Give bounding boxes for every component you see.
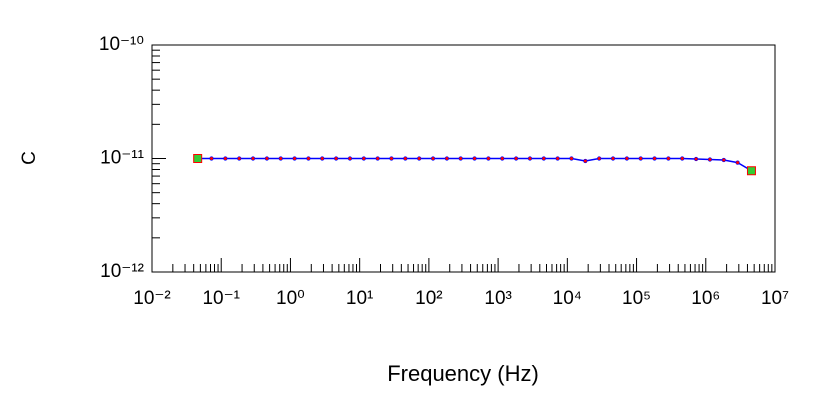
y-tick-label: 10⁻¹⁰ (99, 34, 144, 55)
x-tick-label: 10⁶ (691, 288, 720, 309)
point (583, 158, 588, 164)
point (250, 156, 256, 161)
point (223, 156, 228, 161)
point (292, 156, 297, 161)
point (680, 156, 685, 161)
point (610, 156, 616, 161)
x-tick-label: 10⁵ (622, 288, 651, 309)
point (444, 156, 449, 161)
point (417, 156, 422, 161)
x-tick-label: 10¹ (346, 288, 373, 309)
point (500, 156, 505, 161)
point (597, 156, 602, 161)
point (347, 156, 353, 161)
point (361, 156, 366, 161)
x-tick-label: 10⁰ (276, 288, 305, 309)
point (652, 156, 657, 161)
point (514, 156, 519, 161)
point (541, 156, 546, 161)
point (237, 156, 242, 161)
point (569, 156, 574, 161)
point (666, 156, 671, 161)
x-tick-label: 10⁴ (553, 288, 582, 309)
x-axis-label: Frequency (Hz) (387, 361, 539, 386)
point (486, 156, 491, 161)
point (472, 156, 477, 161)
point (735, 160, 740, 165)
point (306, 156, 311, 161)
x-tick-label: 10⁻² (133, 288, 171, 309)
point (624, 156, 629, 161)
point (403, 156, 408, 161)
x-tick-label: 10⁷ (761, 288, 789, 309)
point (209, 156, 214, 161)
point (375, 156, 380, 161)
endpoint-marker (746, 166, 756, 176)
y-axis-label: C (19, 151, 40, 165)
point (721, 157, 726, 163)
point (458, 156, 463, 161)
x-tick-label: 10⁻¹ (202, 288, 240, 309)
point (334, 156, 339, 161)
endpoint-marker (193, 154, 203, 163)
point (527, 156, 533, 161)
point (638, 156, 643, 161)
point (693, 156, 699, 162)
x-tick-label: 10² (415, 288, 442, 309)
point (555, 156, 560, 161)
point (389, 156, 394, 161)
point (264, 156, 270, 161)
y-tick-label: 10⁻¹² (100, 261, 144, 282)
point (320, 156, 325, 161)
point (707, 157, 713, 162)
x-tick-label: 10³ (484, 288, 511, 309)
y-tick-label: 10⁻¹¹ (100, 148, 144, 169)
point (278, 156, 283, 161)
point (430, 156, 436, 161)
